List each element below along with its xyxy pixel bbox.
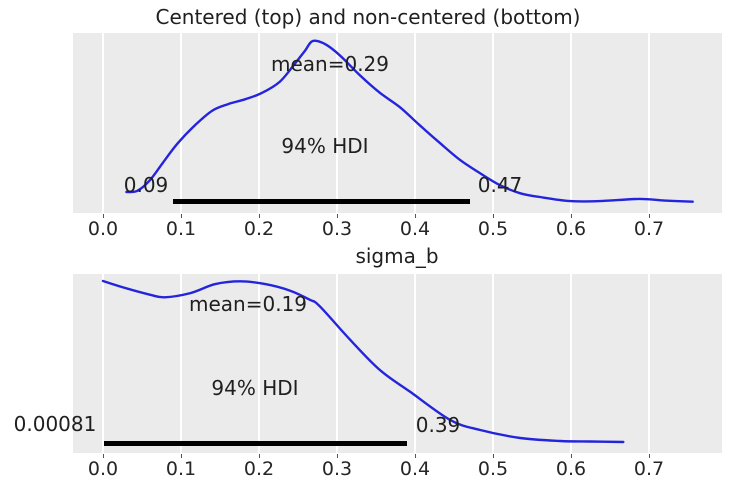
x-gridline: [258, 274, 260, 453]
hdi-interval-bar: [173, 198, 470, 204]
x-tick-mark: [102, 454, 105, 458]
x-tick-mark: [492, 214, 495, 218]
x-gridline: [492, 33, 494, 213]
subplot-bottom: mean=0.19 94% HDI 0.00081 0.39: [14, 274, 722, 453]
x-tick-mark: [414, 214, 417, 218]
kde-curve: [125, 39, 694, 203]
x-gridline: [180, 274, 182, 453]
subplot-top: mean=0.29 94% HDI 0.09 0.47: [73, 33, 722, 213]
mean-annotation-bottom: mean=0.19: [188, 292, 308, 316]
x-tick-mark: [336, 214, 339, 218]
hdi-lower-label-bottom: 0.00081: [13, 412, 97, 436]
x-gridline: [336, 274, 338, 453]
hdi-upper-label-top: 0.47: [477, 173, 523, 197]
x-tick-mark: [180, 454, 183, 458]
x-tick-label: 0.5: [477, 218, 509, 240]
hdi-text-bottom: 94% HDI: [211, 376, 299, 400]
x-tick-label: 0.1: [165, 458, 197, 480]
kde-curve: [101, 279, 625, 444]
kde-curve-path: [125, 39, 694, 203]
x-tick-label: 0.3: [321, 458, 353, 480]
kde-curve-path: [101, 279, 625, 444]
x-tick-label: 0.6: [555, 218, 587, 240]
x-gridline: [336, 33, 338, 213]
x-tick-mark: [648, 214, 651, 218]
axis-title-sigma-b: sigma_b: [355, 244, 439, 268]
x-tick-mark: [648, 454, 651, 458]
x-tick-label: 0.5: [477, 458, 509, 480]
x-gridline: [102, 274, 104, 453]
figure-title: Centered (top) and non-centered (bottom): [155, 5, 581, 29]
x-gridline: [570, 274, 572, 453]
x-gridline: [102, 33, 104, 213]
x-tick-label: 0.4: [399, 458, 431, 480]
hdi-interval-bar: [103, 440, 408, 446]
x-tick-label: 0.3: [321, 218, 353, 240]
x-tick-label: 0.6: [555, 458, 587, 480]
x-tick-mark: [570, 454, 573, 458]
x-gridline: [570, 33, 572, 213]
x-tick-label: 0.4: [399, 218, 431, 240]
x-gridline: [258, 33, 260, 213]
x-tick-mark: [336, 454, 339, 458]
x-tick-label: 0.7: [633, 218, 665, 240]
x-gridline: [492, 274, 494, 453]
x-tick-mark: [570, 214, 573, 218]
x-tick-label: 0.0: [87, 218, 119, 240]
x-tick-mark: [102, 214, 105, 218]
x-tick-mark: [258, 214, 261, 218]
x-gridline: [648, 33, 650, 213]
mean-annotation-top: mean=0.29: [270, 52, 390, 76]
x-tick-label: 0.7: [633, 458, 665, 480]
x-gridline: [414, 33, 416, 213]
x-tick-label: 0.2: [243, 458, 275, 480]
x-tick-mark: [180, 214, 183, 218]
x-tick-mark: [492, 454, 495, 458]
x-tick-label: 0.2: [243, 218, 275, 240]
x-tick-label: 0.1: [165, 218, 197, 240]
hdi-text-top: 94% HDI: [281, 134, 369, 158]
x-tick-label: 0.0: [87, 458, 119, 480]
x-gridline: [414, 274, 416, 453]
x-tick-mark: [258, 454, 261, 458]
hdi-upper-label-bottom: 0.39: [415, 413, 461, 437]
x-gridline: [180, 33, 182, 213]
hdi-lower-label-top: 0.09: [123, 173, 169, 197]
x-tick-mark: [414, 454, 417, 458]
x-gridline: [648, 274, 650, 453]
